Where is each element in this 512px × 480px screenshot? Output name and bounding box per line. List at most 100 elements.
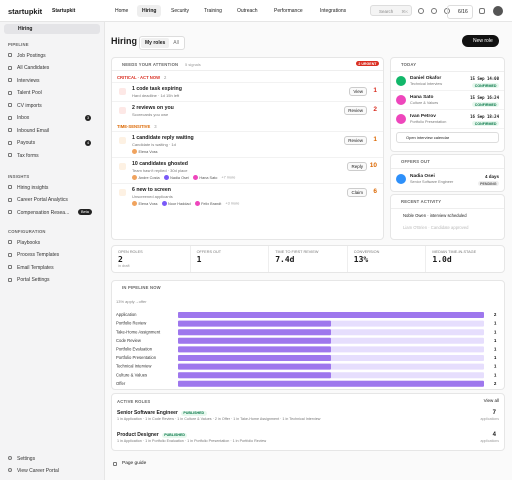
interview-time: 16 Sep 18:24 [470,114,499,119]
stage-count: 1 [494,347,497,352]
group-count: 3 [154,124,157,129]
nav-item[interactable]: Inbound Email [17,127,49,134]
group-title: TIME-SENSITIVE [117,124,151,129]
search-box[interactable]: Search ⌘K [370,5,412,16]
stat-value: 2 [118,255,123,264]
group-header: TIME-SENSITIVE 3 [112,120,383,131]
stat-label: OPEN ROLES [118,250,143,254]
stage-count: 1 [494,364,497,369]
stage-count: 1 [494,321,497,326]
people-row: Andre Costa Nadia Osei Hana Sato +7 more [132,175,378,180]
nav-tab[interactable]: Outreach [237,8,258,14]
nav-item[interactable]: View Career Portal [17,467,59,474]
nav-item[interactable]: Job Postings [17,52,46,59]
sidebar-icon [8,90,12,95]
signal-item: 10 candidates ghosted Team hasn't replied… [112,157,383,183]
stage-label: Portfolio Evaluation [116,347,153,352]
nav-item[interactable]: Tax forms [17,152,39,159]
candidate-name: Ivan Petrov [410,114,436,119]
bar [178,372,331,379]
action-button[interactable]: View [349,87,367,96]
avatar [163,175,169,180]
nav-tab[interactable]: Hiring [137,5,162,17]
nav-badge: 3 [85,114,92,121]
signal-title: 1 candidate reply waiting [132,135,194,141]
view-all-link[interactable]: View all [483,398,499,403]
avatar [132,149,137,154]
application-unit: applications [480,439,499,443]
nav-item[interactable]: Compensation Resea... [17,209,70,216]
nav-item-active[interactable]: Hiring [4,24,100,34]
signal-item: 1 candidate reply waiting Candidate is wa… [112,131,383,157]
interview-time: 15 Sep 14:00 [470,76,499,81]
nav-item[interactable]: CV imports [17,102,42,109]
sidebar [0,22,105,480]
stage-count: 2 [494,381,497,386]
offer-role: Senior Software Engineer [410,180,454,184]
nav-item[interactable]: Playbooks [17,239,41,246]
avatar [396,76,406,86]
nav-item[interactable]: Interviews [17,77,40,84]
nav-item[interactable]: Talent Pool [17,90,42,96]
nav-item[interactable]: Portal Settings [17,277,50,283]
people-row: Elena Voss Noor Haddad Felix Brandt +3 more [132,201,378,206]
avatar [192,175,198,180]
nav-tab[interactable]: Training [204,8,222,14]
sidebar-icon [8,78,12,82]
action-button[interactable]: Review [344,106,367,115]
new-role-button[interactable]: New role [462,35,499,47]
tab[interactable]: My roles [141,38,170,48]
stage-label: Application [116,312,137,317]
nav-item[interactable]: Settings [17,455,36,462]
panel-header: RECENT ACTIVITY [391,195,504,209]
interview-item: Ivan Petrov Portfolio Presentation 16 Sep … [391,110,504,129]
role-header[interactable]: Senior Software Engineer PUBLISHED [117,410,207,416]
guide-icon [113,462,117,466]
nav-item[interactable]: Process Templates [17,252,60,258]
nav-item[interactable]: Inbox [17,115,30,121]
action-button[interactable]: Claim [347,188,367,197]
action-button[interactable]: Reply [347,162,367,171]
nav-item[interactable]: Career Portal Analytics [17,197,68,203]
nav-tab[interactable]: Integrations [320,8,347,14]
status-badge: CONFIRMED [472,102,499,107]
person-name: Noor Haddad [168,201,191,206]
signal-count: 5 signals [185,62,201,67]
more-people: +3 more [225,201,240,206]
page-guide-link[interactable]: Page guide [122,461,147,466]
role-header[interactable]: Product Designer PUBLISHED [117,432,188,438]
stage-label: Take-Home Assignment [116,329,161,334]
logo: startupkit [8,7,43,16]
sidebar-icon [8,115,12,120]
nav-item[interactable]: Hiring insights [17,184,49,191]
tab[interactable]: All [173,40,179,46]
sidebar-icon [8,140,12,145]
icon[interactable] [431,8,437,14]
nav-item[interactable]: Payouts [17,140,36,146]
group-count: 2 [164,75,167,80]
workspace[interactable]: Startupkit [52,8,76,14]
stage-count: 1 [494,372,497,377]
nav-tab[interactable]: Performance [274,8,303,14]
signal-count: 10 [369,162,377,169]
bar [178,346,331,353]
interview-stage: Technical Interview [410,82,443,86]
sidebar-section-title: CONFIGURATION [8,229,46,234]
action-button[interactable]: Review [344,136,367,145]
urgent-badge: 2 URGENT [355,61,379,66]
nav-item[interactable]: All Candidates [17,65,50,71]
progress[interactable]: 6/16 [447,5,473,19]
nav-tab[interactable]: Home [115,8,129,14]
signal-item: 2 reviews on you Scorecards you owe Review… [112,101,383,120]
nav-tab[interactable]: Security [171,8,190,14]
panel-header: TODAY [391,58,504,72]
avatar[interactable] [493,6,503,16]
person-name: Andre Costa [138,175,160,180]
bar [178,320,331,327]
icon[interactable] [418,8,424,14]
calendar-link[interactable]: Open interview calendar [396,132,499,143]
bar [178,312,484,318]
nav-item[interactable]: Email Templates [17,264,54,271]
signal-item: 1 code task expiring Hard deadline · 1d 1… [112,82,383,101]
stat-cell: OFFERS OUT 1 [189,246,269,272]
